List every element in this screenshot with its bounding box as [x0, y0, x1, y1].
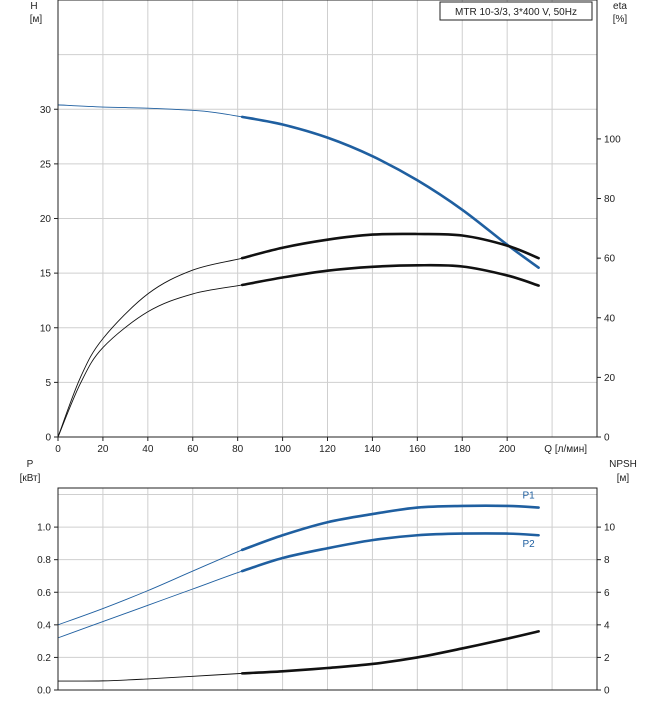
bottom-series-1-thick — [240, 532, 540, 573]
y-right-tick-label: 20 — [604, 373, 616, 384]
y-right-tick-label: 100 — [604, 134, 621, 145]
x-tick-label: 20 — [97, 444, 109, 455]
y-left-tick-label: 5 — [45, 378, 51, 389]
y-right-axis-title: eta — [613, 1, 627, 12]
legend-box — [439, 1, 593, 21]
y-right-axis-unit: [%] — [613, 14, 628, 25]
x-tick-label: 100 — [274, 444, 291, 455]
y-left-tick-label: 0.8 — [37, 555, 51, 566]
series-label-p2: P2 — [522, 539, 535, 550]
y-right-tick-label: 80 — [604, 194, 616, 205]
y-left-tick-label: 0.6 — [37, 588, 51, 599]
y-right-tick-label: 60 — [604, 254, 616, 265]
y-right-tick-label: 4 — [604, 620, 610, 631]
x-tick-label: 0 — [55, 444, 61, 455]
y-right-tick-label: 2 — [604, 653, 610, 664]
y-right-axis-unit: [м] — [617, 473, 630, 484]
x-tick-label: 60 — [187, 444, 199, 455]
y-left-tick-label: 15 — [40, 269, 52, 280]
y-right-tick-label: 6 — [604, 588, 610, 599]
y-left-tick-label: 1.0 — [37, 523, 51, 534]
bottom-series-2-thick — [240, 630, 540, 675]
x-tick-label: 180 — [454, 444, 471, 455]
y-right-tick-label: 10 — [604, 523, 616, 534]
y-right-tick-label: 0 — [604, 686, 610, 697]
x-tick-label: 80 — [232, 444, 244, 455]
y-left-tick-label: 25 — [40, 159, 52, 170]
x-tick-label: 140 — [364, 444, 381, 455]
y-left-axis-unit: [кВт] — [20, 473, 41, 484]
series-label-p1: P1 — [522, 491, 535, 502]
y-left-tick-label: 10 — [40, 323, 52, 334]
top-series-0-thick — [240, 115, 540, 269]
x-axis-title: Q [л/мин] — [544, 444, 587, 455]
y-right-tick-label: 40 — [604, 313, 616, 324]
bottom-plot-frame — [57, 487, 598, 691]
y-left-axis-title: H — [30, 1, 37, 12]
y-left-tick-label: 0.4 — [37, 620, 51, 631]
y-left-tick-label: 0.0 — [37, 686, 51, 697]
top-series-2-thick — [240, 263, 540, 287]
x-tick-label: 200 — [499, 444, 516, 455]
y-right-tick-label: 8 — [604, 555, 610, 566]
x-tick-label: 120 — [319, 444, 336, 455]
y-left-tick-label: 30 — [40, 105, 52, 116]
legend-box-label: MTR 10-3/3, 3*400 V, 50Hz — [455, 7, 577, 18]
y-left-tick-label: 0.2 — [37, 653, 51, 664]
bottom-series-0-thick — [240, 504, 540, 552]
y-left-tick-label: 0 — [45, 433, 51, 444]
x-tick-label: 40 — [142, 444, 154, 455]
y-right-axis-title: NPSH — [609, 459, 637, 470]
y-right-tick-label: 0 — [604, 433, 610, 444]
top-series-1-thick — [240, 232, 540, 260]
x-tick-label: 160 — [409, 444, 426, 455]
y-left-tick-label: 20 — [40, 214, 52, 225]
y-left-axis-unit: [м] — [30, 14, 43, 25]
y-left-axis-title: P — [27, 459, 34, 470]
